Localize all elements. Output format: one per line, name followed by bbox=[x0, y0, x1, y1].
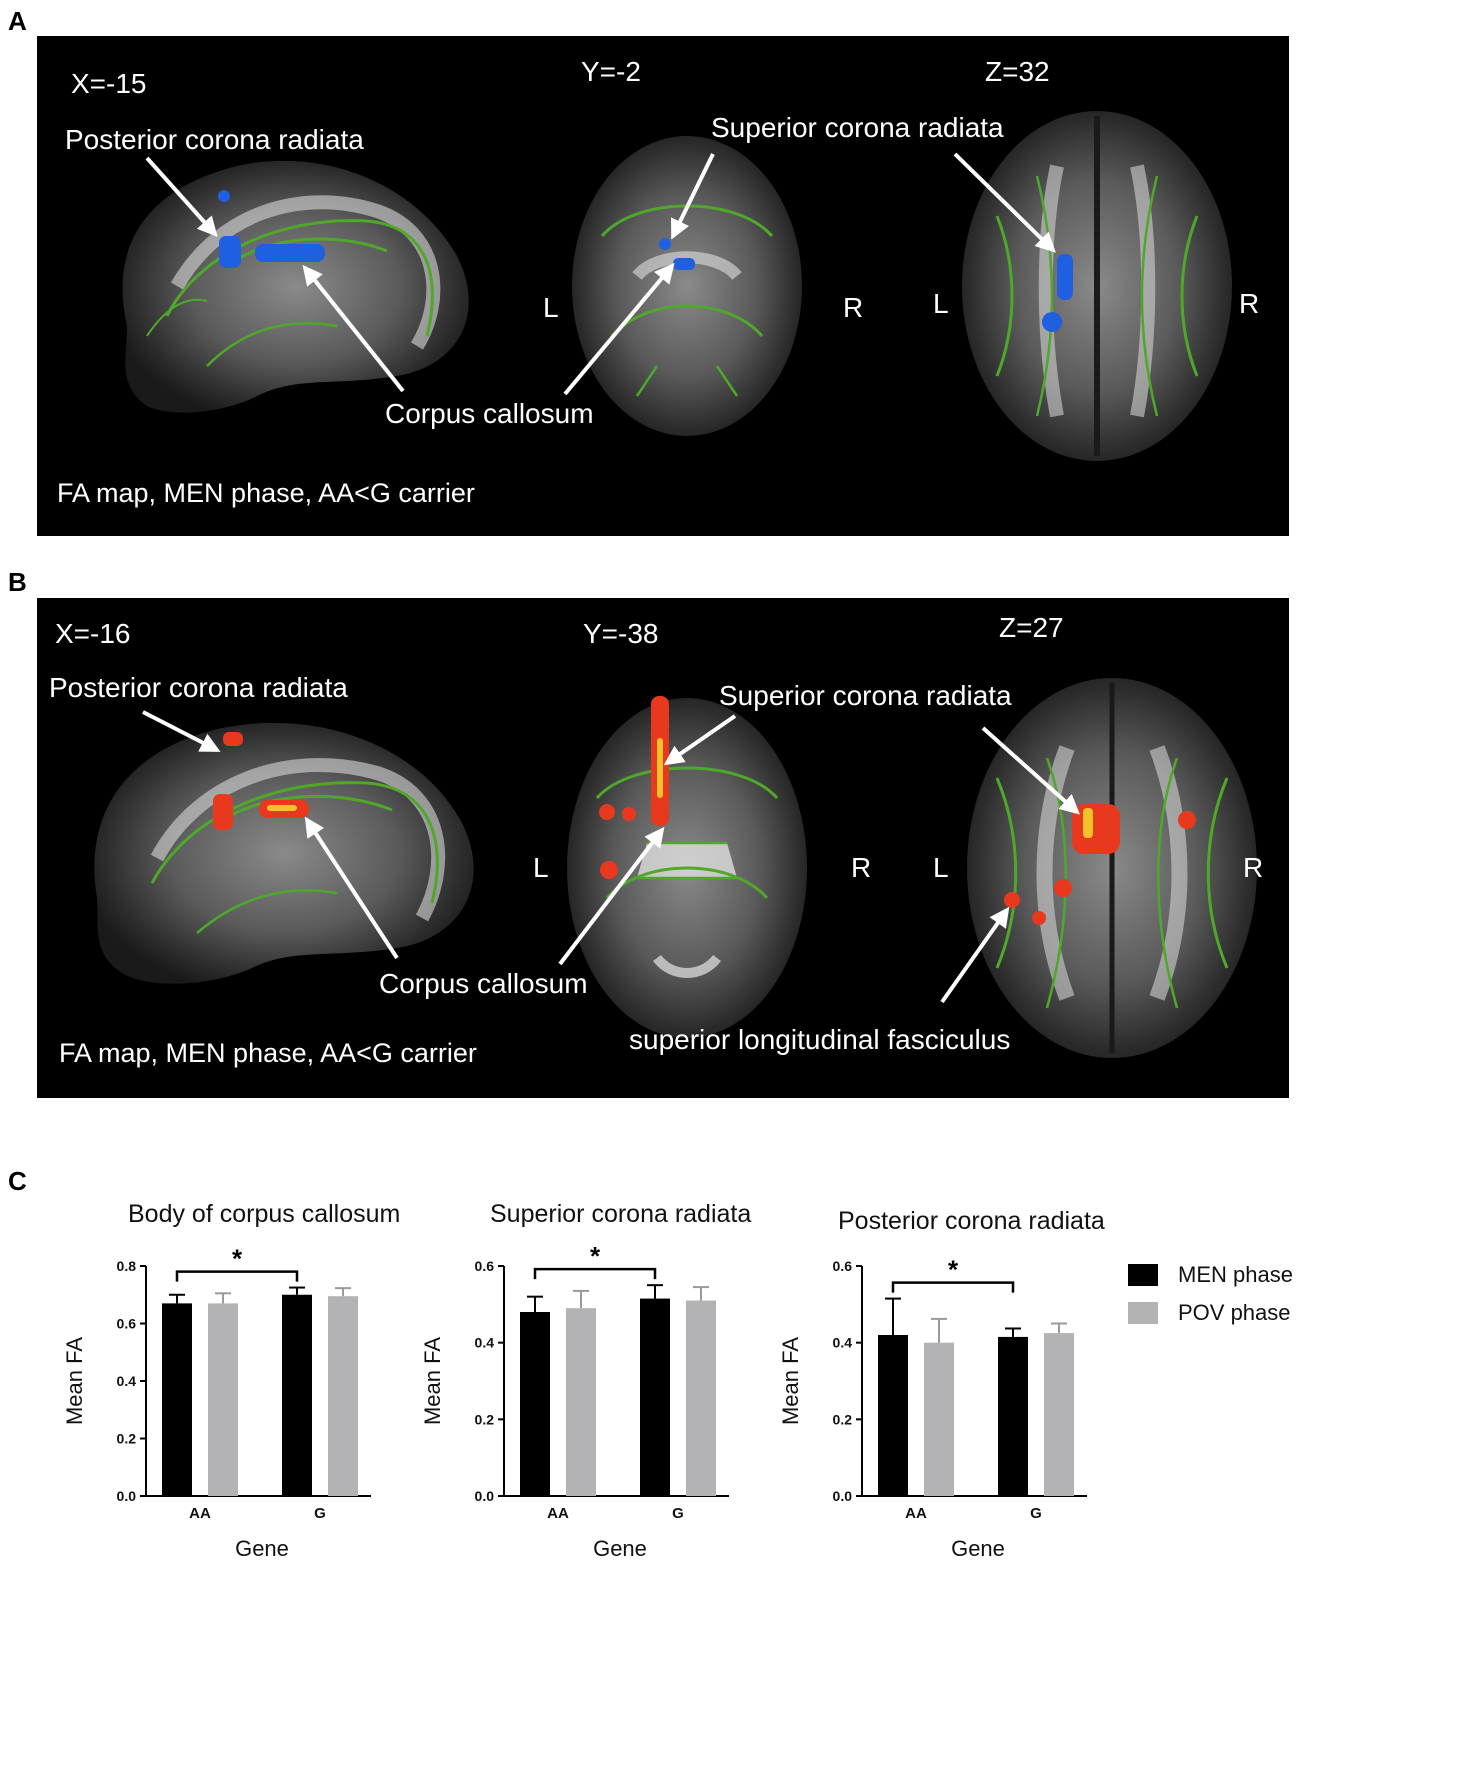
axial-slice-a bbox=[962, 111, 1232, 461]
x-axis-label: Gene bbox=[235, 1536, 289, 1561]
y-tick-label: 0.2 bbox=[475, 1411, 495, 1427]
y-axis-label: Mean FA bbox=[62, 1337, 87, 1425]
chart-title-3: Posterior corona radiata bbox=[838, 1207, 1105, 1235]
coord-label-a1: X=-15 bbox=[71, 68, 147, 99]
chart-title-1: Body of corpus callosum bbox=[128, 1200, 401, 1228]
x-axis-label: Gene bbox=[593, 1536, 647, 1561]
bar-chart-body-corpus-callosum: 0.0 0.2 0.4 0.6 0.8 AA G * Mean FA Gene bbox=[62, 1244, 371, 1561]
bar-AA-0 bbox=[162, 1303, 192, 1496]
y-tick-label: 0.4 bbox=[475, 1335, 495, 1351]
x-tick-label: AA bbox=[547, 1505, 569, 1522]
coord-label-b1: X=-16 bbox=[55, 618, 131, 649]
sagittal-slice-b bbox=[94, 722, 474, 984]
panel-letter-a: A bbox=[8, 6, 27, 36]
label-posterior-corona-a: Posterior corona radiata bbox=[65, 124, 364, 155]
y-tick-label: 0.2 bbox=[833, 1411, 853, 1427]
brain-slices-a bbox=[122, 111, 1232, 461]
significance-star: * bbox=[948, 1255, 959, 1285]
axial-slice-b bbox=[967, 678, 1257, 1058]
significance-star: * bbox=[232, 1244, 243, 1274]
left-marker-b1: L bbox=[533, 852, 549, 883]
panel-letter-c: C bbox=[8, 1166, 27, 1196]
y-axis-label: Mean FA bbox=[420, 1337, 445, 1425]
bar-AA-1 bbox=[208, 1303, 238, 1496]
y-tick-label: 0.4 bbox=[833, 1335, 853, 1351]
bar-chart-posterior-corona-radiata: 0.0 0.2 0.4 0.6 AA G * Mean FA Gene bbox=[778, 1255, 1087, 1561]
label-posterior-corona-b: Posterior corona radiata bbox=[49, 672, 348, 703]
bar-G-0 bbox=[282, 1294, 312, 1496]
right-marker-b2: R bbox=[1243, 852, 1264, 883]
chart-legend: MEN phase POV phase bbox=[1128, 1262, 1298, 1342]
significance-star: * bbox=[590, 1241, 601, 1271]
y-tick-label: 0.8 bbox=[117, 1258, 137, 1274]
legend-swatch-pov bbox=[1128, 1302, 1158, 1324]
mri-panel-b: X=-16 Y=-38 Z=27 Posterior corona radiat… bbox=[37, 598, 1289, 1098]
bar-AA-0 bbox=[878, 1335, 908, 1496]
coord-label-b2: Y=-38 bbox=[583, 618, 659, 649]
brain-slices-b bbox=[94, 678, 1257, 1058]
left-marker-a2: L bbox=[933, 288, 949, 319]
panel-letter-b: B bbox=[8, 567, 27, 597]
coord-label-b3: Z=27 bbox=[999, 612, 1064, 643]
y-tick-label: 0.6 bbox=[475, 1258, 495, 1274]
label-corpus-callosum-b: Corpus callosum bbox=[379, 968, 588, 999]
significance-bracket bbox=[891, 1281, 1015, 1293]
legend-item-pov: POV phase bbox=[1128, 1300, 1291, 1326]
bar-chart-superior-corona-radiata: 0.0 0.2 0.4 0.6 AA G * Mean FA Gene bbox=[420, 1241, 729, 1561]
label-superior-corona-a: Superior corona radiata bbox=[711, 112, 1004, 143]
bar-AA-1 bbox=[924, 1342, 954, 1496]
legend-item-men: MEN phase bbox=[1128, 1262, 1293, 1288]
x-tick-label: AA bbox=[905, 1505, 927, 1522]
bar-AA-1 bbox=[566, 1308, 596, 1496]
coord-label-a2: Y=-2 bbox=[581, 56, 641, 87]
legend-label-pov: POV phase bbox=[1178, 1300, 1291, 1325]
caption-b: FA map, MEN phase, AA<G carrier bbox=[59, 1038, 477, 1068]
y-tick-label: 0.6 bbox=[117, 1316, 137, 1332]
coronal-slice-a bbox=[572, 136, 802, 436]
right-marker-a2: R bbox=[1239, 288, 1260, 319]
x-axis-label: Gene bbox=[951, 1536, 1005, 1561]
x-tick-label: G bbox=[1030, 1505, 1042, 1522]
legend-label-men: MEN phase bbox=[1178, 1262, 1293, 1287]
x-tick-label: G bbox=[672, 1505, 684, 1522]
left-marker-b2: L bbox=[933, 852, 949, 883]
right-marker-a1: R bbox=[843, 292, 864, 323]
legend-swatch-men bbox=[1128, 1264, 1158, 1286]
x-tick-label: G bbox=[314, 1505, 326, 1522]
label-slf-b: superior longitudinal fasciculus bbox=[629, 1024, 1011, 1055]
y-tick-label: 0.0 bbox=[117, 1488, 137, 1504]
label-corpus-callosum-a: Corpus callosum bbox=[385, 398, 594, 429]
significance-bracket bbox=[175, 1270, 299, 1282]
bar-G-1 bbox=[328, 1296, 358, 1496]
y-tick-label: 0.6 bbox=[833, 1258, 853, 1274]
y-tick-label: 0.2 bbox=[117, 1431, 137, 1447]
x-tick-label: AA bbox=[189, 1505, 211, 1522]
y-tick-label: 0.4 bbox=[117, 1373, 137, 1389]
coord-label-a3: Z=32 bbox=[985, 56, 1050, 87]
right-marker-b1: R bbox=[851, 852, 872, 883]
caption-a: FA map, MEN phase, AA<G carrier bbox=[57, 478, 475, 508]
mri-panel-a: X=-15 Y=-2 Z=32 Posterior corona radiata… bbox=[37, 36, 1289, 536]
bar-G-0 bbox=[640, 1298, 670, 1496]
left-marker-a1: L bbox=[543, 292, 559, 323]
bar-AA-0 bbox=[520, 1312, 550, 1496]
bar-G-1 bbox=[686, 1300, 716, 1496]
y-tick-label: 0.0 bbox=[475, 1488, 495, 1504]
significance-bracket bbox=[533, 1267, 657, 1280]
chart-title-2: Superior corona radiata bbox=[490, 1200, 752, 1228]
sagittal-slice-a bbox=[122, 160, 469, 413]
y-axis-label: Mean FA bbox=[778, 1337, 803, 1425]
y-tick-label: 0.0 bbox=[833, 1488, 853, 1504]
label-superior-corona-b: Superior corona radiata bbox=[719, 680, 1012, 711]
bar-G-1 bbox=[1044, 1333, 1074, 1496]
bar-G-0 bbox=[998, 1336, 1028, 1496]
